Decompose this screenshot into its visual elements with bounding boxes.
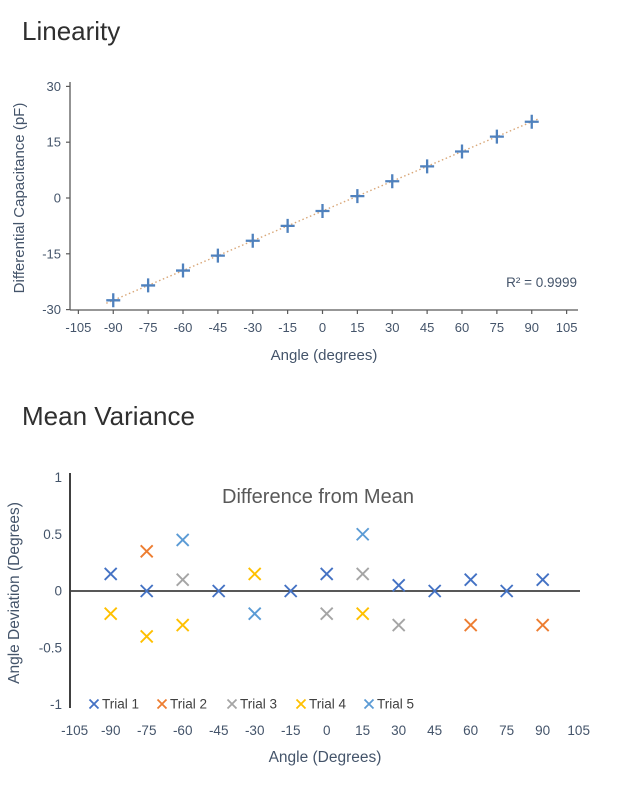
y-tick-label: 0.5 (43, 527, 62, 542)
legend-marker-x (363, 698, 375, 710)
x-tick-label: -15 (278, 320, 297, 335)
data-point-x (248, 567, 262, 581)
x-tick-label: -75 (139, 320, 158, 335)
data-point-x (104, 567, 118, 581)
x-tick-label: -75 (137, 723, 157, 738)
x-tick-label: 60 (455, 320, 469, 335)
data-point-x (536, 572, 550, 587)
data-point-x (140, 544, 154, 558)
x-tick-label: -90 (101, 723, 121, 738)
legend-marker-x (156, 698, 168, 710)
data-point-x (356, 607, 370, 621)
x-tick-label: -105 (61, 723, 88, 738)
data-point-x (356, 567, 370, 581)
x-tick-label: 0 (319, 320, 326, 335)
y-tick-label: 0 (54, 584, 62, 599)
x-tick-label: -105 (65, 320, 91, 335)
data-point-plus (176, 263, 190, 278)
data-point-x (320, 607, 334, 621)
x-tick-label: -60 (173, 723, 193, 738)
data-point-x (176, 572, 190, 587)
x-tick-label: 45 (420, 320, 434, 335)
x-tick-label: -90 (104, 320, 123, 335)
data-point-plus (245, 233, 260, 248)
x-tick-label: -30 (245, 723, 265, 738)
data-point-x (392, 618, 406, 632)
y-tick-label: -30 (42, 302, 61, 317)
r-squared-annotation: R² = 0.9999 (506, 275, 577, 290)
x-tick-label: 15 (355, 723, 370, 738)
y-tick-label: 0 (54, 191, 61, 206)
x-tick-label: -45 (208, 320, 227, 335)
y-tick-label: 1 (54, 470, 62, 485)
y-tick-label: -0.5 (39, 640, 62, 655)
data-point-plus (106, 293, 121, 308)
y-axis-title: Differential Capacitance (pF) (11, 103, 28, 294)
chart-title: Difference from Mean (222, 486, 414, 508)
data-point-plus (489, 129, 504, 144)
x-tick-label: 45 (427, 723, 442, 738)
data-point-plus (280, 218, 295, 233)
x-tick-label: 75 (490, 320, 504, 335)
x-tick-label: -15 (281, 723, 301, 738)
data-point-x (284, 584, 298, 598)
data-point-x (140, 584, 154, 598)
x-tick-label: -60 (174, 320, 193, 335)
data-point-x (104, 607, 118, 621)
section-title-mean-variance: Mean Variance (22, 401, 195, 431)
legend-label: Trial 2 (170, 697, 207, 712)
difference-from-mean-chart: Difference from Mean 1 0.5 0 -0.5 -1 -105 -90 -7… (6, 470, 590, 766)
data-point-x (464, 618, 478, 632)
data-point-x (320, 567, 334, 581)
y-tick-label: -15 (42, 246, 61, 261)
legend-label: Trial 1 (102, 697, 139, 712)
data-point-plus (385, 174, 400, 189)
y-axis-title: Angle Deviation (Degrees) (6, 502, 23, 684)
data-point-plus (455, 144, 469, 159)
x-tick-label: 75 (499, 723, 514, 738)
data-point-x (140, 629, 154, 644)
x-tick-label: 30 (391, 723, 406, 738)
data-point-x (212, 584, 226, 598)
x-tick-label: 105 (556, 320, 578, 335)
section-title-linearity: Linearity (22, 16, 121, 46)
data-point-x (176, 533, 190, 547)
legend-label: Trial 3 (240, 697, 277, 712)
x-tick-label: 30 (385, 320, 399, 335)
data-point-plus (524, 114, 539, 129)
legend-label: Trial 5 (377, 697, 414, 712)
data-point-plus (315, 204, 330, 219)
data-point-x (428, 584, 442, 598)
x-tick-label: 0 (323, 723, 331, 738)
x-tick-label: 105 (567, 723, 590, 738)
data-point-plus (350, 189, 365, 204)
data-point-x (356, 527, 370, 541)
x-tick-label: 15 (350, 320, 364, 335)
legend-marker-x (295, 698, 307, 710)
legend-marker-x (226, 698, 238, 710)
x-axis-title: Angle (Degrees) (269, 749, 382, 766)
legend-marker-x (88, 698, 100, 710)
y-tick-label: 15 (47, 135, 61, 150)
x-axis-title: Angle (degrees) (271, 347, 378, 364)
data-point-x (176, 618, 190, 632)
data-point-plus (141, 278, 156, 293)
x-tick-label: 60 (463, 723, 478, 738)
y-tick-label: -1 (50, 697, 62, 712)
data-point-x (392, 578, 406, 592)
legend-label: Trial 4 (309, 697, 346, 712)
y-tick-label: 30 (47, 79, 61, 94)
linearity-chart: -105 -90 -75 -60 -45 -30 -15 0 15 30 45 60 75 90 105 30… (11, 79, 578, 364)
data-point-plus (420, 159, 435, 174)
data-point-x (464, 572, 478, 587)
data-point-plus (210, 248, 225, 263)
data-point-x (536, 618, 550, 632)
x-tick-label: -45 (209, 723, 229, 738)
x-tick-label: 90 (525, 320, 539, 335)
data-point-x (500, 584, 514, 598)
data-point-x (248, 607, 262, 621)
x-tick-label: -30 (243, 320, 262, 335)
x-tick-label: 90 (535, 723, 550, 738)
